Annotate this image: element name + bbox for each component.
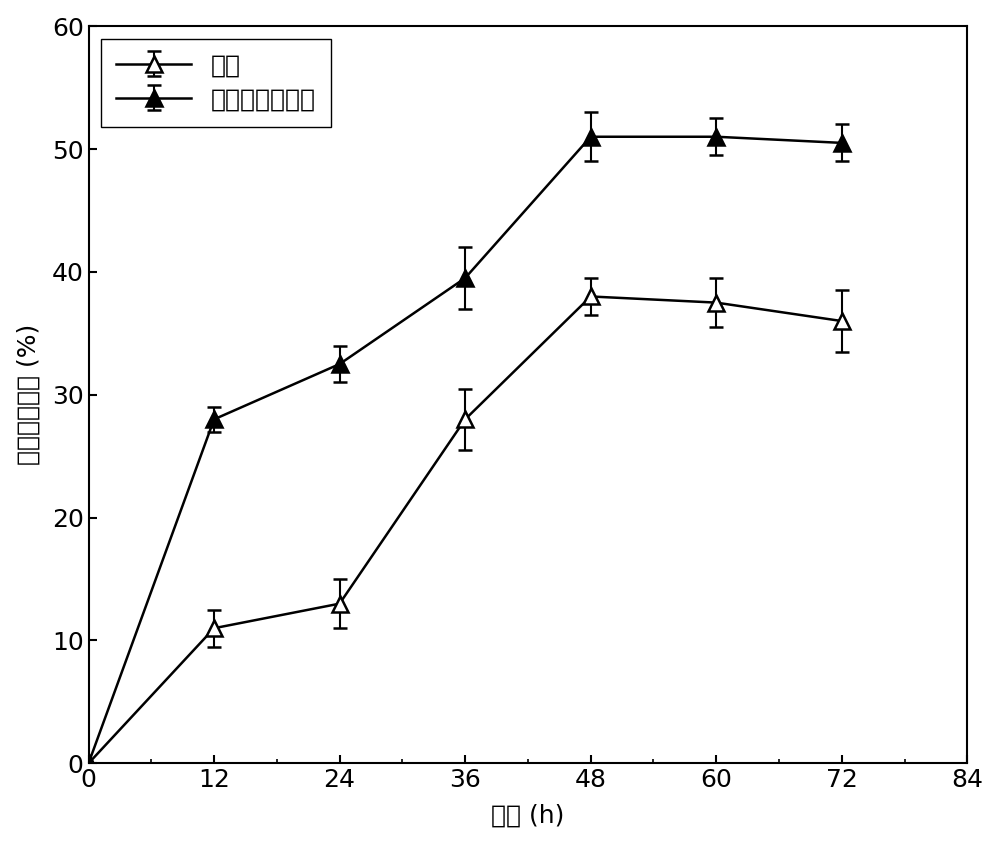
- Legend: 对照, 复合微生物菌剂: 对照, 复合微生物菌剂: [101, 39, 331, 127]
- Y-axis label: 有机物降解率 (%): 有机物降解率 (%): [17, 324, 41, 465]
- X-axis label: 时间 (h): 时间 (h): [491, 803, 565, 827]
